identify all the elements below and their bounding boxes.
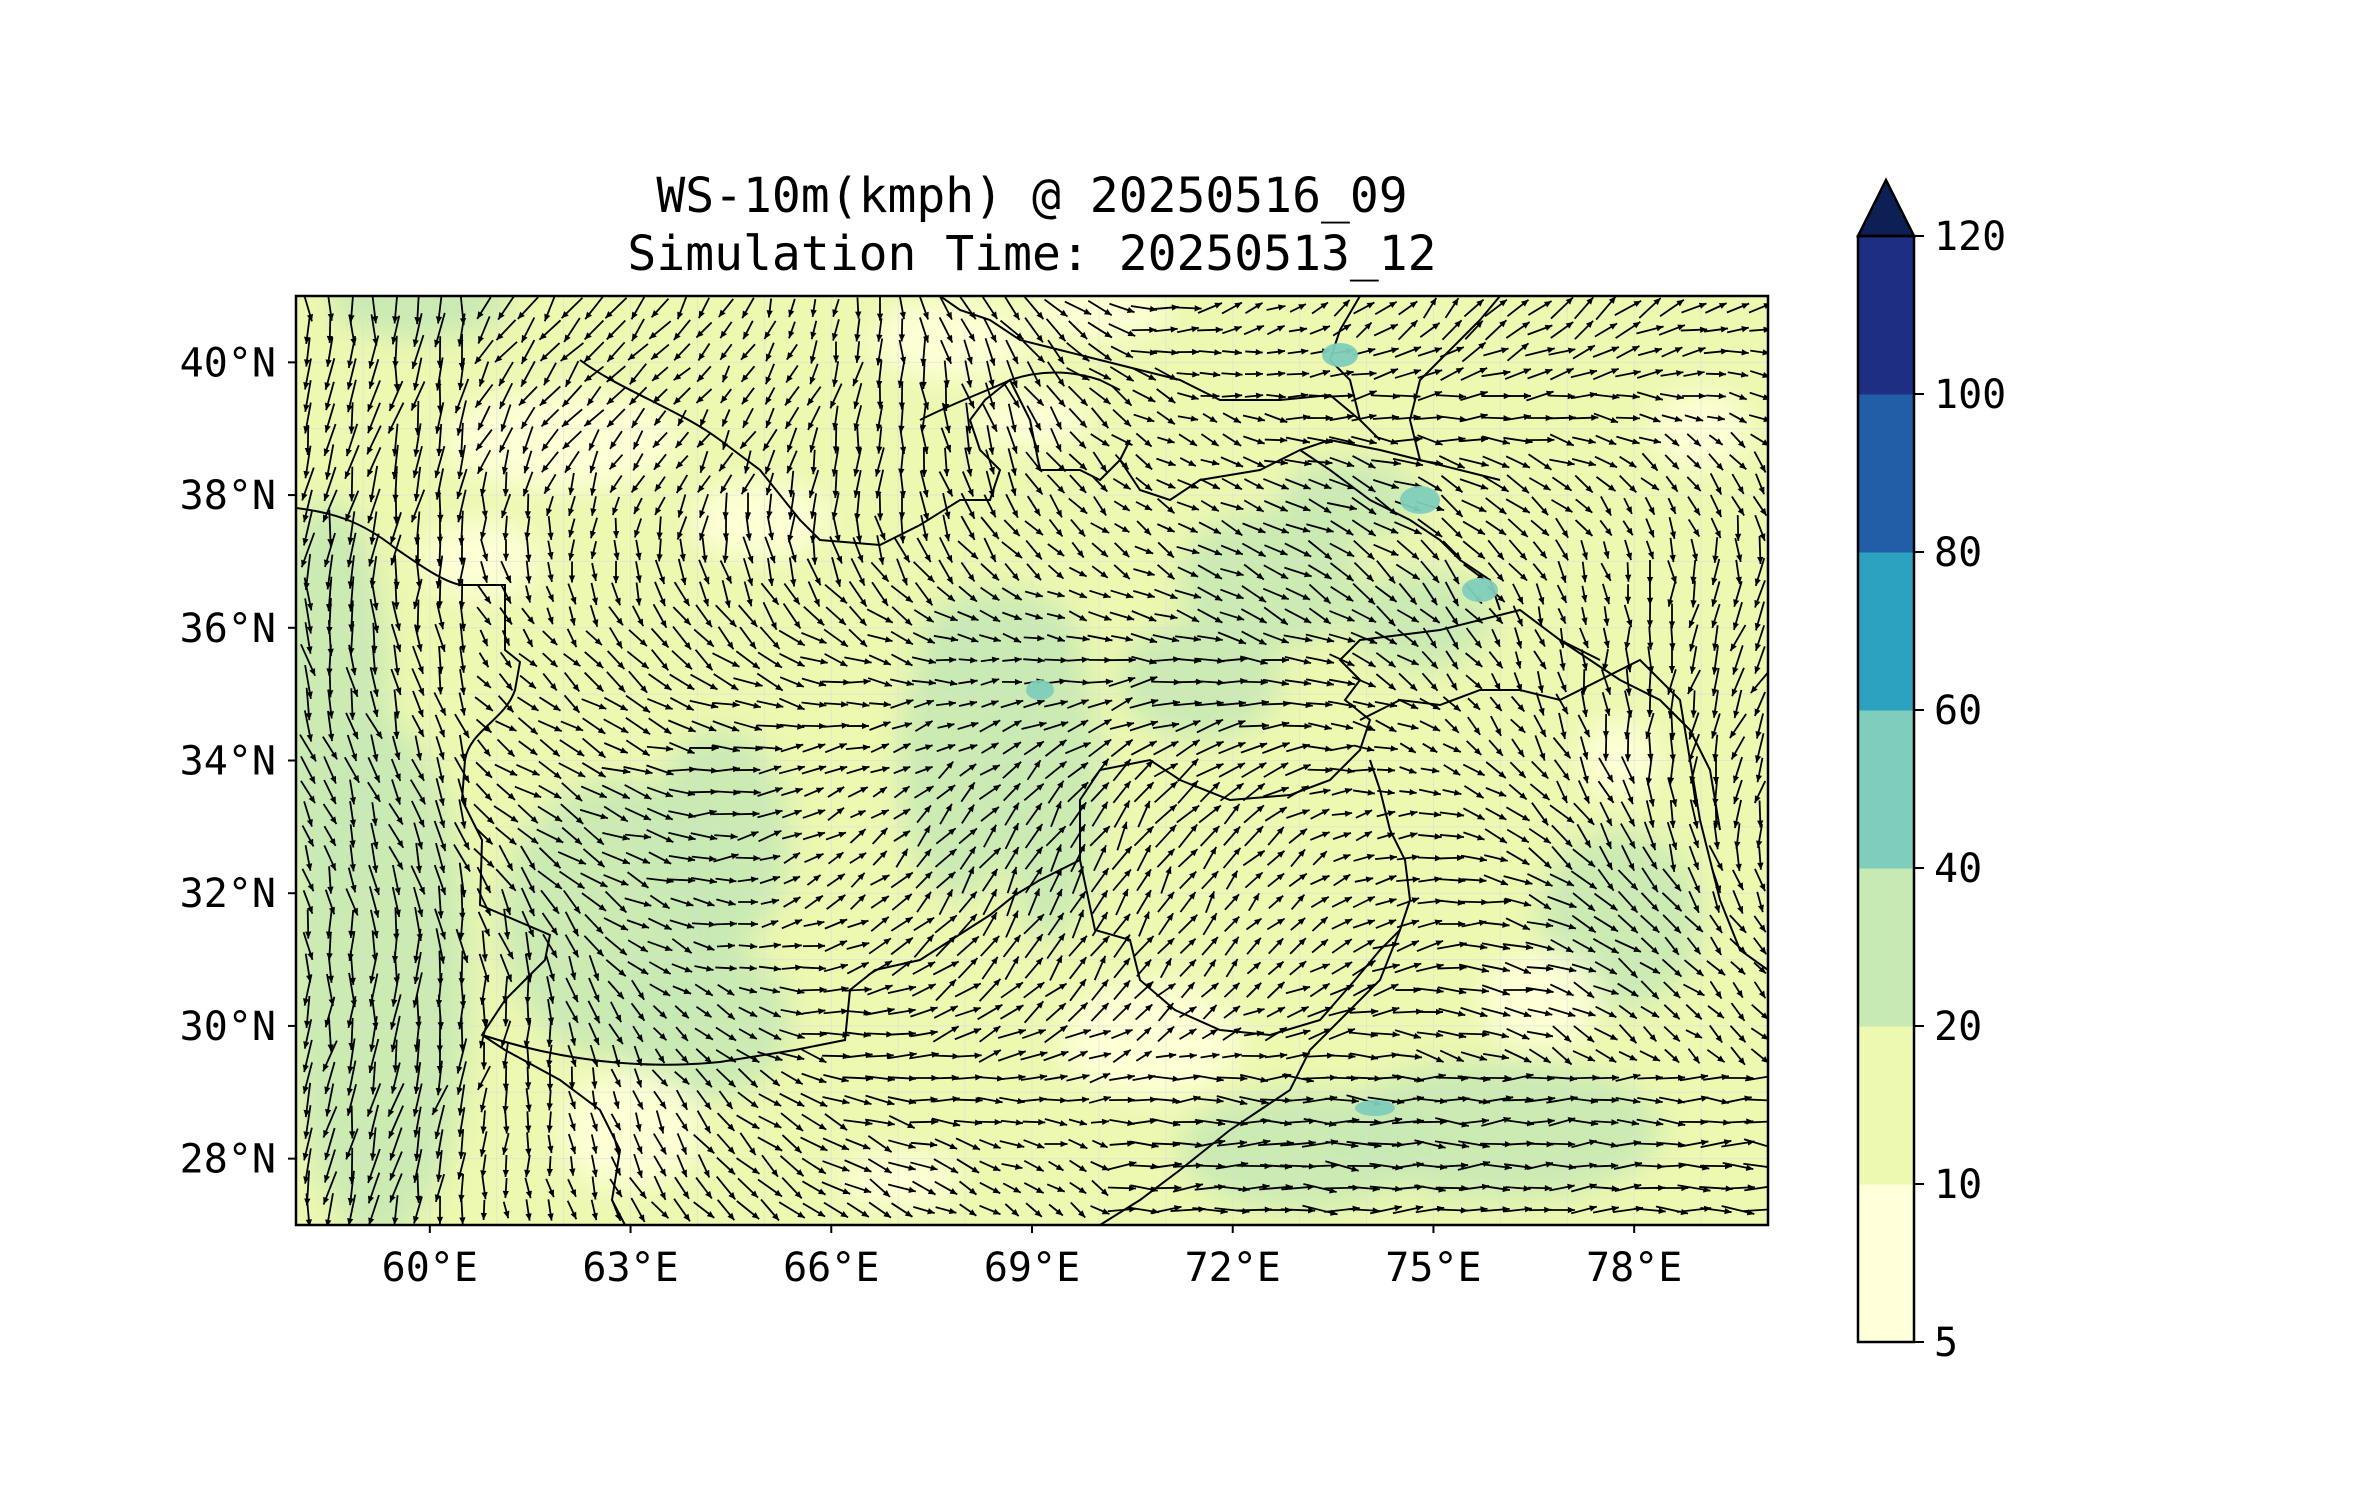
border-kyrgyz (939, 296, 1381, 441)
lat-tick-label: 36°N (180, 606, 276, 652)
colorbar (1855, 177, 1917, 1344)
colorbar-segment (1858, 1184, 1914, 1343)
colorbar-label: 5 (1934, 1320, 1958, 1366)
colorbar-label: 80 (1934, 530, 1982, 576)
border-china-kyrgyz (1408, 296, 1501, 461)
border-turkmenistan-uzbekistan (579, 359, 1131, 547)
colorbar-segment (1858, 710, 1914, 869)
colorbar-label: 40 (1934, 846, 1982, 892)
border-tibet (1559, 639, 1721, 831)
lon-tick-label: 78°E (1586, 1245, 1682, 1291)
lon-tick-label: 63°E (582, 1245, 678, 1291)
border-afghanistan-south (481, 859, 1081, 1066)
latitude-tick-labels: 28°N 30°N 32°N 34°N 36°N 38°N 40°N (180, 340, 296, 1183)
colorbar-tick-labels: 5 10 20 40 60 80 100 120 (1914, 214, 2006, 1366)
lon-tick-label: 75°E (1385, 1245, 1481, 1291)
lat-tick-label: 34°N (180, 739, 276, 785)
border-tajikistan-east (1299, 449, 1501, 611)
colorbar-label: 10 (1934, 1162, 1982, 1208)
colorbar-segment (1858, 1026, 1914, 1185)
border-india-china (1359, 658, 1768, 971)
wind-arrows (299, 296, 1768, 1225)
colorbar-segment (1858, 868, 1914, 1027)
border-pakistan-north (1079, 608, 1601, 860)
colorbar-segment (1858, 552, 1914, 711)
lon-tick-label: 60°E (382, 1245, 478, 1291)
colorbar-label: 60 (1934, 688, 1982, 734)
map-title: WS-10m(kmph) @ 20250516_09 (656, 168, 1408, 224)
map-plot-area (296, 296, 1768, 1225)
border-iran-east (296, 507, 626, 1225)
border-pakistan-india (1079, 759, 1412, 1037)
longitude-tick-labels: 60°E 63°E 66°E 69°E 72°E 75°E 78°E (382, 1225, 1682, 1291)
lat-tick-label: 32°N (180, 871, 276, 917)
colorbar-label: 100 (1934, 372, 2006, 418)
map-subtitle: Simulation Time: 20250513_12 (627, 226, 1437, 282)
lat-tick-label: 28°N (180, 1137, 276, 1183)
lat-tick-label: 38°N (180, 473, 276, 519)
lon-tick-label: 66°E (783, 1245, 879, 1291)
colorbar-extend-arrow (1855, 177, 1917, 238)
lon-tick-label: 69°E (984, 1245, 1080, 1291)
lat-tick-label: 30°N (180, 1004, 276, 1050)
colorbar-segment (1858, 236, 1914, 395)
lon-tick-label: 72°E (1185, 1245, 1281, 1291)
colorbar-label: 120 (1934, 214, 2006, 260)
colorbar-label: 20 (1934, 1004, 1982, 1050)
lat-tick-label: 40°N (180, 340, 276, 386)
colorbar-segment (1858, 394, 1914, 553)
